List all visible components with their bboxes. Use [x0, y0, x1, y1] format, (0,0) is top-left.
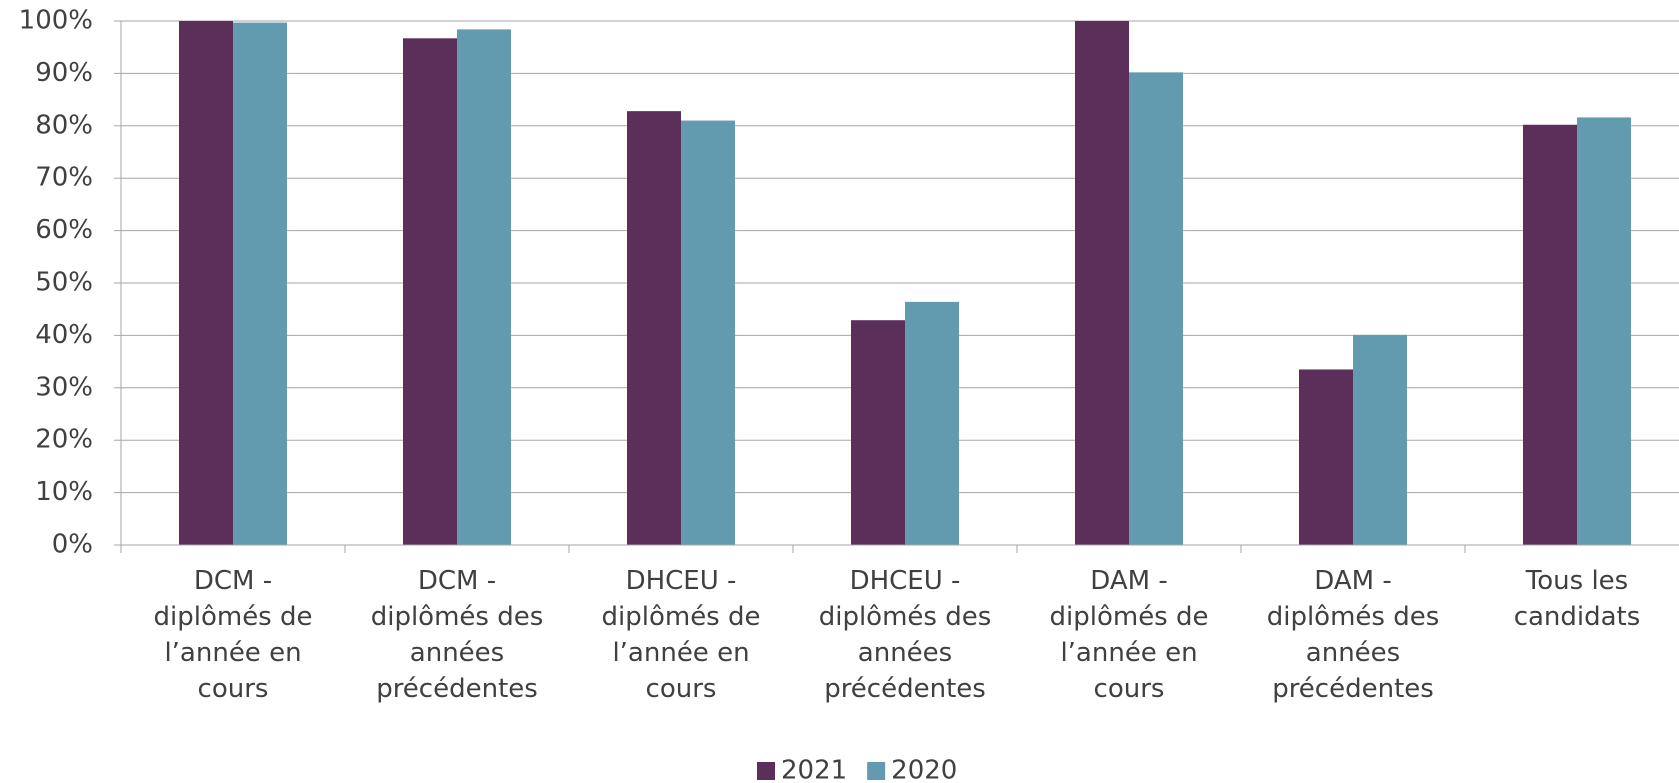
y-tick-label: 100% — [19, 6, 93, 36]
bar — [1353, 334, 1407, 545]
y-tick-label: 20% — [35, 425, 93, 455]
y-tick-label: 60% — [35, 215, 93, 245]
bar — [457, 29, 511, 546]
bar — [1075, 21, 1129, 545]
x-tick-label: DCM - diplômés de l’année en cours — [153, 566, 313, 704]
bar — [1577, 117, 1631, 545]
bar — [179, 21, 233, 545]
bar — [851, 320, 905, 545]
y-tick-label: 50% — [35, 268, 93, 298]
y-tick-label: 80% — [35, 110, 93, 140]
y-tick-label: 40% — [35, 320, 93, 350]
y-tick-label: 90% — [35, 58, 93, 88]
x-tick-label: DHCEU - diplômés des années précédentes — [818, 566, 992, 704]
x-tick-label: Tous les candidats — [1513, 566, 1641, 632]
y-tick-label: 30% — [35, 372, 93, 402]
x-tick-label: DAM - diplômés de l’année en cours — [1049, 566, 1209, 704]
bar — [1299, 369, 1353, 545]
legend-label: 2020 — [891, 756, 957, 783]
bar — [1129, 72, 1183, 546]
legend-label: 2021 — [781, 756, 847, 783]
bar — [233, 22, 287, 545]
bar — [681, 120, 735, 545]
y-tick-label: 0% — [52, 530, 93, 560]
legend-swatch — [757, 762, 775, 780]
bar — [905, 301, 959, 545]
y-tick-label: 70% — [35, 163, 93, 193]
x-tick-label: DAM - diplômés des années précédentes — [1266, 566, 1440, 704]
bar — [1523, 124, 1577, 545]
legend-swatch — [867, 762, 886, 780]
x-tick-label: DHCEU - diplômés de l’année en cours — [601, 566, 761, 704]
bar — [627, 111, 681, 546]
y-tick-label: 10% — [35, 477, 93, 507]
x-tick-label: DCM - diplômés des années précédentes — [370, 566, 544, 704]
bar — [403, 38, 457, 546]
